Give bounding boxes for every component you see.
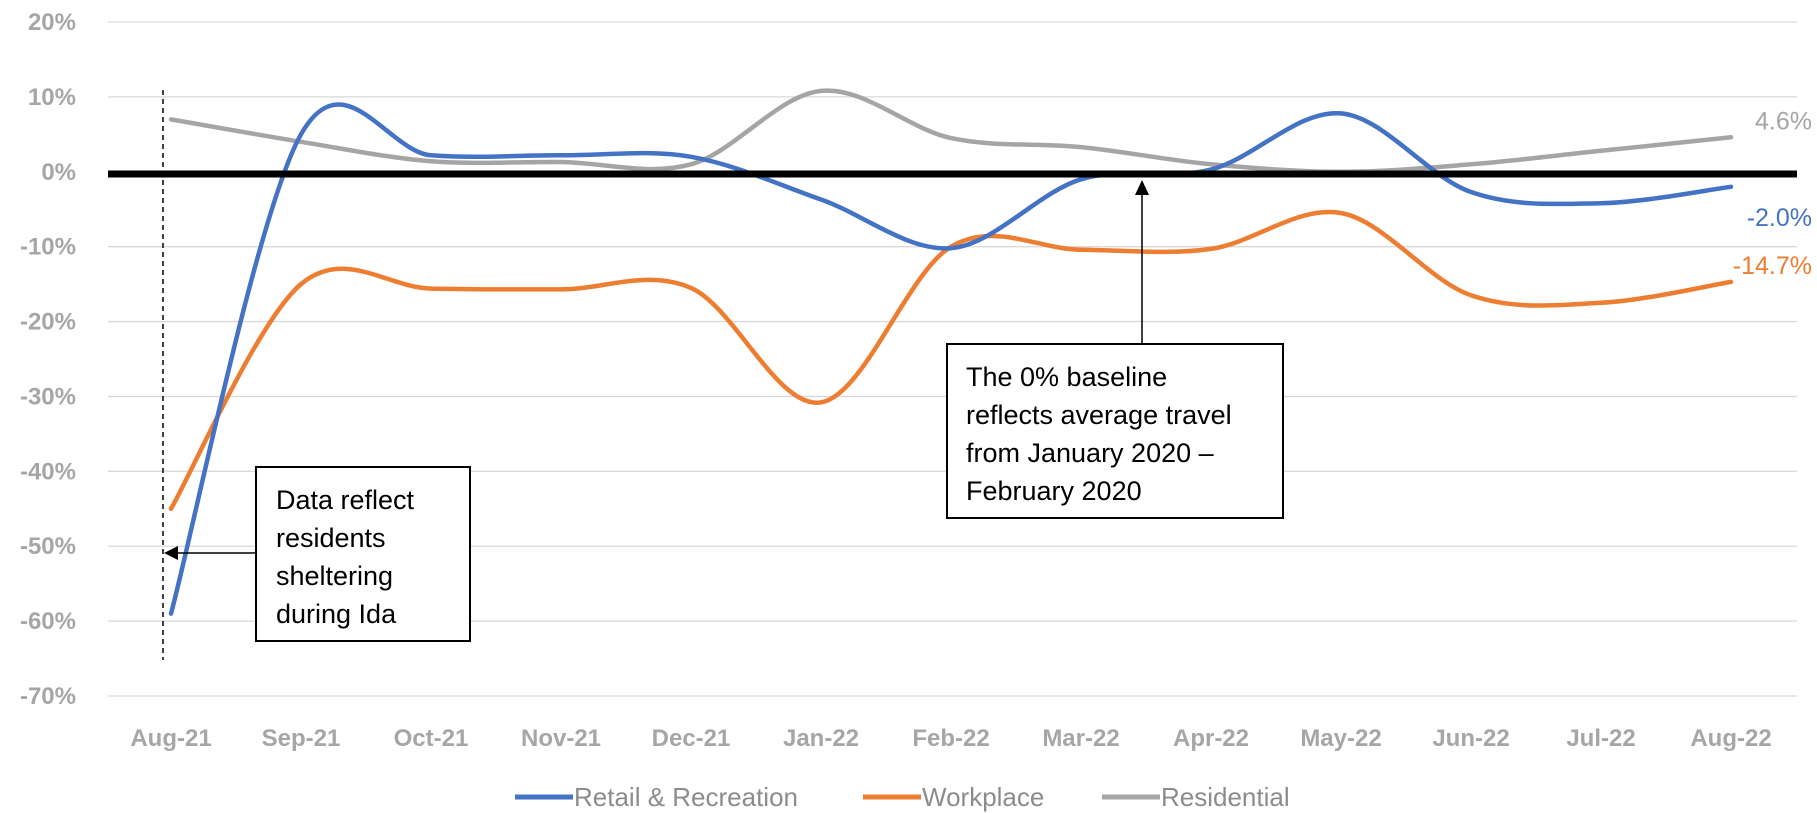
x-tick-label: Oct-21 xyxy=(394,725,469,752)
y-tick-label: -10% xyxy=(20,234,76,261)
legend-label-workplace: Workplace xyxy=(922,782,1044,812)
y-tick-label: -50% xyxy=(20,533,76,560)
ida-annotation: Data reflect residents sheltering during… xyxy=(255,466,471,642)
y-tick-label: 0% xyxy=(41,159,76,186)
series-line-residential xyxy=(168,88,1734,175)
baseline-annotation-line: reflects average travel xyxy=(966,400,1232,430)
baseline-annotation-line: The 0% baseline xyxy=(966,362,1168,392)
x-tick-label: Jul-22 xyxy=(1566,725,1635,752)
ida-annotation-line: residents xyxy=(276,523,386,553)
y-tick-label: -60% xyxy=(20,608,76,635)
series-line-retail-recreation xyxy=(168,102,1734,616)
x-tick-label: Sep-21 xyxy=(262,725,341,752)
end-label-residential: 4.6% xyxy=(1755,107,1812,135)
y-tick-label: 10% xyxy=(28,84,76,111)
end-labels: -2.0% -14.7% 4.6% xyxy=(1733,107,1812,280)
baseline-arrow xyxy=(1135,180,1149,343)
x-tick-label: Nov-21 xyxy=(521,725,601,752)
x-axis-ticks: Aug-21 Sep-21 Oct-21 Nov-21 Dec-21 Jan-22 Feb-… xyxy=(130,725,1771,752)
baseline-annotation-line: from January 2020 – xyxy=(966,438,1214,468)
baseline-annotation-line: February 2020 xyxy=(966,476,1142,506)
y-tick-label: -20% xyxy=(20,309,76,336)
y-tick-label: -30% xyxy=(20,383,76,410)
ida-annotation-line: during Ida xyxy=(276,599,397,629)
x-tick-label: Aug-22 xyxy=(1690,725,1771,752)
x-tick-label: Jun-22 xyxy=(1432,725,1509,752)
legend-label-residential: Residential xyxy=(1161,782,1290,812)
x-tick-label: Feb-22 xyxy=(912,725,989,752)
x-tick-label: Mar-22 xyxy=(1042,725,1119,752)
x-tick-label: Apr-22 xyxy=(1173,725,1249,752)
ida-arrow xyxy=(164,546,256,560)
baseline-annotation: The 0% baseline reflects average travel … xyxy=(946,343,1284,519)
end-label-workplace: -14.7% xyxy=(1733,252,1812,280)
y-tick-label: -70% xyxy=(20,683,76,710)
x-tick-label: Dec-21 xyxy=(652,725,731,752)
y-tick-label: -40% xyxy=(20,458,76,485)
series-lines xyxy=(168,88,1734,616)
series-line-workplace xyxy=(168,209,1734,512)
ida-annotation-line: sheltering xyxy=(276,561,394,591)
legend-label-retail-recreation: Retail & Recreation xyxy=(574,782,798,812)
x-tick-label: Jan-22 xyxy=(783,725,859,752)
y-axis-ticks: 20% 10% 0% -10% -20% -30% -40% -50% -60% -70% xyxy=(20,9,76,710)
end-label-retail-recreation: -2.0% xyxy=(1747,204,1812,232)
x-tick-label: May-22 xyxy=(1300,725,1381,752)
legend: Retail & Recreation Workplace Residential xyxy=(515,782,1290,812)
y-tick-label: 20% xyxy=(28,9,76,36)
ida-annotation-line: Data reflect xyxy=(276,485,415,515)
x-tick-label: Aug-21 xyxy=(130,725,211,752)
